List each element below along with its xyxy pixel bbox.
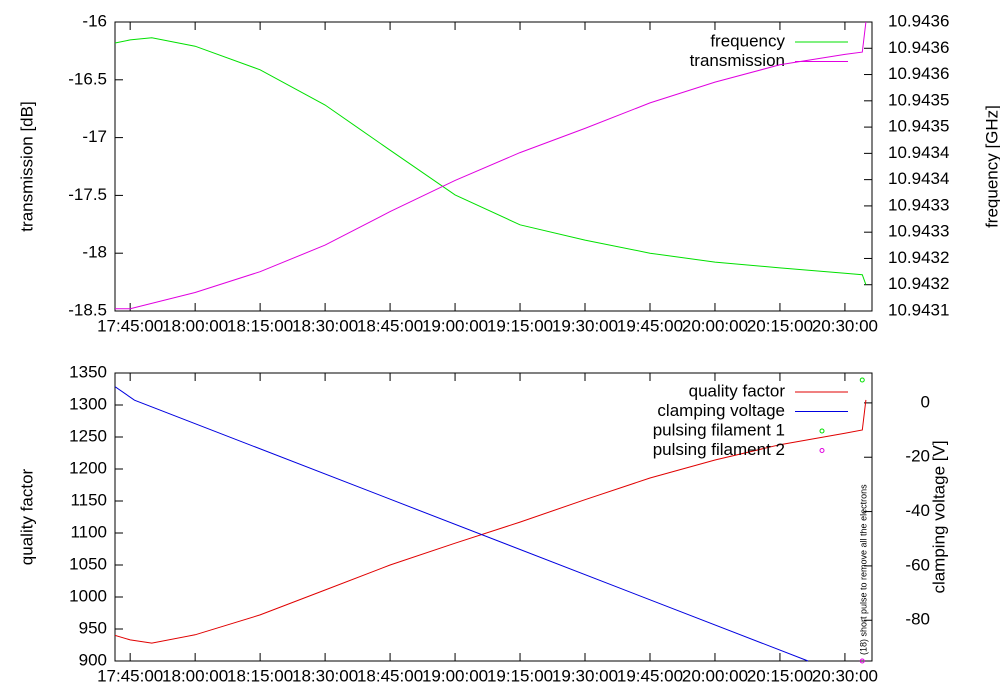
x-tick-label: 18:30:00: [292, 666, 358, 685]
x-tick-label: 20:00:00: [682, 666, 748, 685]
x-tick-label: 17:45:00: [97, 666, 163, 685]
y-tick-label: 1150: [70, 490, 107, 509]
x-tick-label: 20:30:00: [812, 316, 878, 335]
y-tick-label: 950: [79, 618, 107, 637]
y-axis-label: quality factor: [17, 468, 36, 565]
plot-frame: [114, 372, 873, 662]
legend-marker: [819, 448, 825, 453]
y2-tick-label: -60: [905, 555, 930, 574]
x-tick-label: 18:45:00: [357, 666, 423, 685]
legend-label: frequency: [710, 31, 785, 50]
plot-frame: [114, 21, 873, 312]
x-tick-label: 18:00:00: [162, 316, 228, 335]
x-tick-label: 20:30:00: [812, 666, 878, 685]
y2-tick-label: 10.9436: [888, 64, 949, 83]
x-tick-label: 19:15:00: [487, 316, 553, 335]
y2-tick-label: 10.9436: [888, 11, 949, 30]
x-tick-label: 19:15:00: [487, 666, 553, 685]
y2-tick-label: 10.9434: [888, 143, 949, 162]
x-tick-label: 18:15:00: [227, 666, 293, 685]
x-tick-label: 18:30:00: [292, 316, 358, 335]
y2-axis-label: clamping voltage [V]: [929, 440, 948, 593]
x-tick-label: 20:15:00: [747, 316, 813, 335]
x-tick-label: 19:30:00: [552, 316, 618, 335]
y2-tick-label: 10.9436: [888, 38, 949, 57]
legend-label: clamping voltage: [657, 401, 785, 420]
y-tick-label: -18: [82, 243, 107, 262]
y-tick-label: 1000: [69, 586, 107, 605]
x-tick-label: 19:45:00: [617, 666, 683, 685]
y-tick-label: 1250: [69, 426, 107, 445]
x-tick-label: 18:15:00: [227, 316, 293, 335]
y2-tick-label: -80: [905, 610, 930, 629]
y2-tick-label: 10.9432: [888, 248, 949, 267]
y2-tick-label: 10.9433: [888, 195, 949, 214]
y-tick-label: 1350: [69, 362, 107, 381]
legend-marker: [819, 428, 825, 434]
x-tick-label: 18:00:00: [162, 666, 228, 685]
legend-label: pulsing filament 2: [653, 440, 785, 459]
y-tick-label: -16.5: [68, 69, 107, 88]
x-tick-label: 19:00:00: [422, 666, 488, 685]
x-tick-label: 20:15:00: [747, 666, 813, 685]
y2-tick-label: 10.9431: [888, 300, 949, 319]
x-tick-label: 19:00:00: [422, 316, 488, 335]
data-line: [115, 37, 867, 285]
y-tick-label: 1300: [69, 394, 107, 413]
data-line: [115, 21, 867, 310]
data-point: [859, 377, 865, 383]
y-tick-label: -16: [82, 11, 107, 30]
legend-label: pulsing filament 1: [653, 420, 785, 439]
y-tick-label: 1200: [69, 458, 107, 477]
y-tick-label: -17.5: [68, 185, 107, 204]
y2-tick-label: 0: [921, 392, 930, 411]
y-axis-label: transmission [dB]: [17, 101, 36, 231]
y2-tick-label: 10.9433: [888, 222, 949, 241]
x-tick-label: 18:45:00: [357, 316, 423, 335]
y2-tick-label: 10.9434: [888, 169, 949, 188]
data-line: [115, 399, 867, 644]
annotation: (18) short pulse to remove all the elect…: [858, 484, 868, 655]
y2-tick-label: -20: [905, 447, 930, 466]
data-point: [859, 658, 865, 664]
legend-label: transmission: [690, 51, 785, 70]
x-tick-label: 17:45:00: [97, 316, 163, 335]
y-tick-label: -18.5: [68, 300, 107, 319]
x-tick-label: 19:45:00: [617, 316, 683, 335]
y2-tick-label: 10.9435: [888, 117, 949, 136]
legend-label: quality factor: [689, 381, 786, 400]
y2-tick-label: -40: [905, 501, 930, 520]
data-line: [115, 386, 809, 662]
y2-tick-label: 10.9435: [888, 90, 949, 109]
y2-axis-label: frequency [GHz]: [982, 105, 1000, 228]
y-tick-label: -17: [82, 127, 107, 146]
x-tick-label: 20:00:00: [682, 316, 748, 335]
y-tick-label: 900: [79, 650, 107, 669]
y-tick-label: 1100: [70, 522, 107, 541]
x-tick-label: 19:30:00: [552, 666, 618, 685]
y-tick-label: 1050: [69, 554, 107, 573]
y2-tick-label: 10.9432: [888, 274, 949, 293]
